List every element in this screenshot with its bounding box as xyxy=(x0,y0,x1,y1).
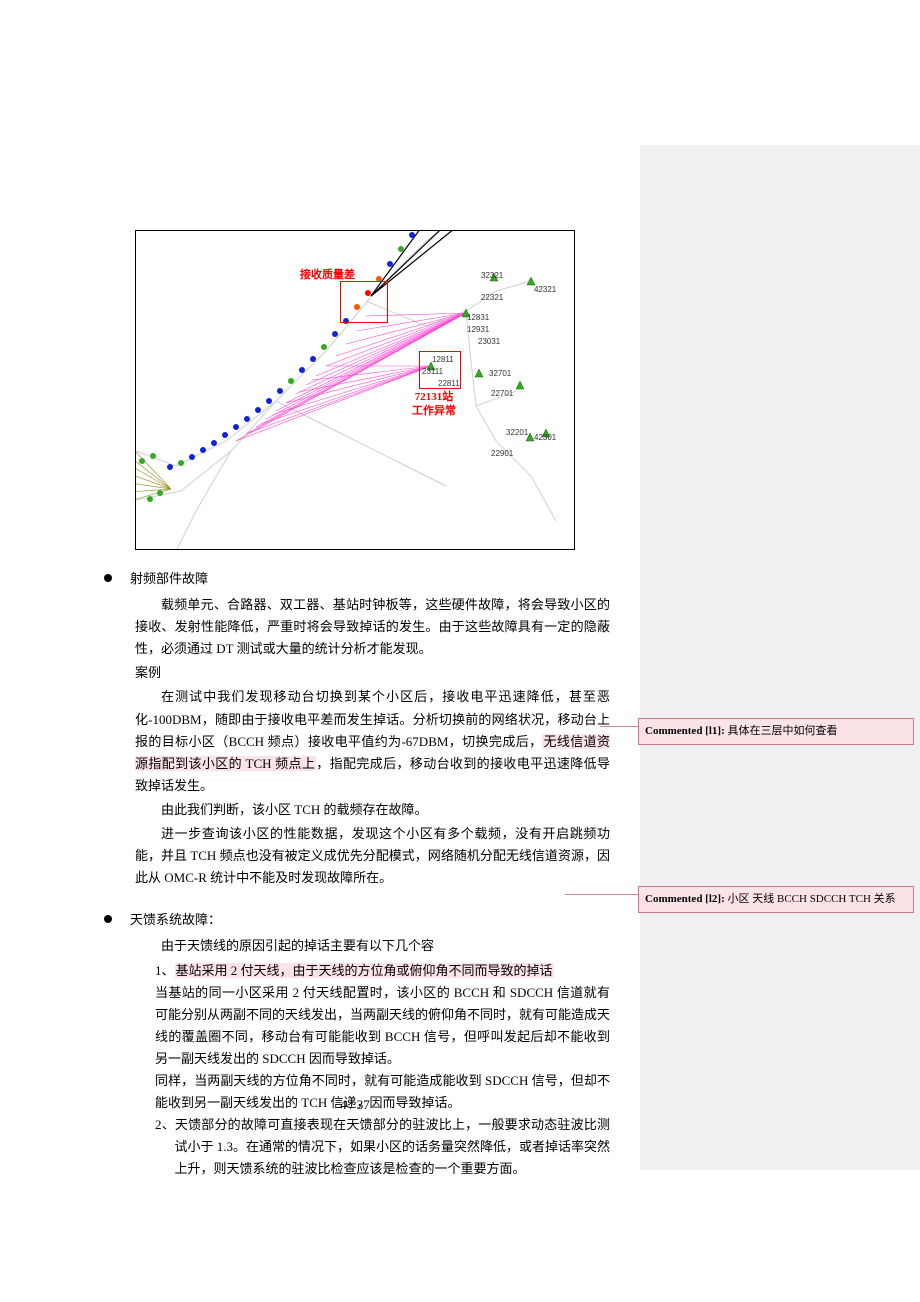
highlight-2: 基站采用 2 付天线，由于天线的方位角或俯仰角不同而导致的掉话 xyxy=(175,963,554,978)
cell-id: 42301 xyxy=(534,431,556,445)
numbered-item: 2、天馈部分的故障可直接表现在天馈部分的驻波比上，一般要求动态驻波比测试小于 1… xyxy=(155,1114,610,1180)
comments-sidebar xyxy=(640,145,920,1170)
quality-label: 接收质量差 xyxy=(300,268,355,282)
comment-connector xyxy=(565,894,638,895)
comment-text: 具体在三层中如何查看 xyxy=(727,725,837,737)
comment-bubble-2[interactable]: Commented [l2]: 小区 天线 BCCH SDCCH TCH 关系 xyxy=(638,886,914,913)
cell-id: 22901 xyxy=(491,447,513,461)
body-text: 在测试中我们发现移动台切换到某个小区后，接收电平迅速降低，甚至恶化-100DBM… xyxy=(135,686,610,796)
cell-id: 22701 xyxy=(491,387,513,401)
numbered-item: 1、基站采用 2 付天线，由于天线的方位角或俯仰角不同而导致的掉话 xyxy=(155,960,610,982)
bullet-ant: 天馈系统故障： xyxy=(100,909,610,931)
body-text: 由此我们判断，该小区 TCH 的载频存在故障。 xyxy=(135,799,610,821)
cell-id: 22811 xyxy=(438,377,460,391)
quality-box xyxy=(340,281,388,323)
bullet-icon xyxy=(104,574,112,582)
bullet-label: 天馈系统故障： xyxy=(130,909,610,931)
body-text: 案例 xyxy=(135,662,610,684)
bullet-icon xyxy=(104,915,112,923)
comment-text: 小区 天线 BCCH SDCCH TCH 关系 xyxy=(727,893,895,905)
comment-label: Commented [l2]: xyxy=(645,893,727,905)
bullet-rf: 射频部件故障 xyxy=(100,568,610,590)
cell-id: 32701 xyxy=(489,367,511,381)
cell-id: 32321 xyxy=(481,269,503,283)
comment-bubble-1[interactable]: Commented [l1]: 具体在三层中如何查看 xyxy=(638,718,914,745)
coverage-map-figure: 接收质量差 72131站工作异常 32321 42321 22321 12831… xyxy=(135,230,575,550)
bullet-label: 射频部件故障 xyxy=(130,568,610,590)
body-text: 载频单元、合路器、双工器、基站时钟板等，这些硬件故障，将会导致小区的接收、发射性… xyxy=(135,594,610,660)
body-text: 进一步查询该小区的性能数据，发现这个小区有多个载频，没有开启跳频功能，并且 TC… xyxy=(135,823,610,889)
cell-id: 23031 xyxy=(478,335,500,349)
body-text: 当基站的同一小区采用 2 付天线配置时，该小区的 BCCH 和 SDCCH 信道… xyxy=(155,982,610,1070)
cell-id: 32201 xyxy=(506,426,528,440)
cell-id: 22321 xyxy=(481,291,503,305)
comment-label: Commented [l1]: xyxy=(645,725,727,737)
body-text: 由于天馈线的原因引起的掉话主要有以下几个容 xyxy=(135,935,610,957)
document-page: 接收质量差 72131站工作异常 32321 42321 22321 12831… xyxy=(100,230,610,1180)
page-number: 4 / 37 xyxy=(100,1094,610,1116)
comment-connector xyxy=(600,726,638,727)
anomaly-label: 72131站工作异常 xyxy=(412,390,456,419)
cell-id: 42321 xyxy=(534,283,556,297)
